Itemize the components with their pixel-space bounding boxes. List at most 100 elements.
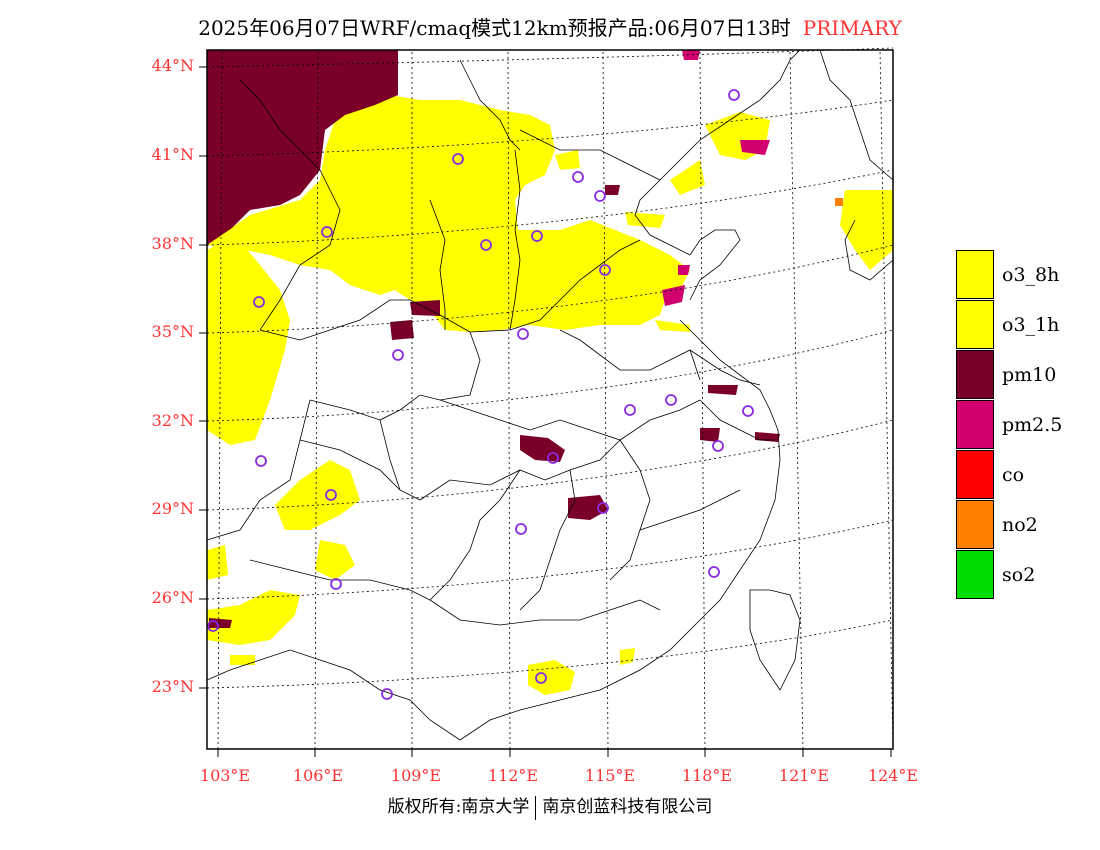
legend-label: co (1002, 464, 1025, 486)
o3-region-korea (840, 190, 893, 270)
lat-label-35: 35°N (151, 322, 194, 341)
legend-swatch (956, 300, 994, 349)
o3-region-sw5 (230, 655, 255, 665)
pm10-region-nw (207, 50, 398, 245)
legend-item-pm25: pm2.5 (956, 400, 1086, 450)
copyright-footer: 版权所有:南京大学 南京创蓝科技有限公司 (0, 792, 1100, 820)
legend-item-no2: no2 (956, 500, 1086, 550)
lon-label-121: 121°E (778, 766, 830, 785)
station-marker (708, 566, 720, 578)
copyright-left: 版权所有:南京大学 (387, 797, 530, 817)
legend-swatch (956, 250, 994, 299)
o3-region-ne2 (670, 160, 705, 195)
o3-region-sw3 (207, 590, 300, 645)
pollution-fields (207, 95, 893, 695)
station-marker (624, 404, 636, 416)
legend-label: o3_8h (1002, 264, 1060, 286)
pm10-region-hubei (520, 435, 565, 462)
station-marker (742, 405, 754, 417)
station-marker (207, 620, 219, 632)
no2-spot (835, 198, 843, 206)
station-marker (535, 672, 547, 684)
o3-region-south2 (620, 648, 635, 665)
o3-region-sw1 (275, 460, 360, 530)
station-marker (515, 523, 527, 535)
legend-swatch (956, 550, 994, 599)
lat-label-38: 38°N (151, 234, 194, 253)
station-marker (517, 328, 529, 340)
monitoring-stations (207, 89, 754, 700)
o3-region-sw2 (315, 540, 355, 580)
o3-region-sw4 (207, 545, 228, 580)
o3-region-beijing (555, 150, 580, 170)
legend-label: no2 (1002, 514, 1038, 536)
station-marker (325, 489, 337, 501)
pm10-fields (207, 50, 780, 628)
legend-label: o3_1h (1002, 314, 1060, 336)
map-frame (206, 49, 894, 750)
legend-swatch (956, 400, 994, 449)
lon-label-109: 109°E (390, 766, 442, 785)
pm10-region-anhui (708, 385, 738, 395)
legend-item-o3-8h: o3_8h (956, 250, 1086, 300)
o3-region-north (207, 95, 690, 332)
station-marker (728, 89, 740, 101)
pm10-region-jiangsu (700, 428, 720, 442)
title-tag: PRIMARY (802, 16, 902, 40)
pm25-fields (662, 50, 770, 306)
station-marker (321, 226, 333, 238)
copyright-right: 南京创蓝科技有限公司 (542, 797, 713, 817)
legend-item-o3-1h: o3_1h (956, 300, 1086, 350)
o3-region-shandong-tip (655, 320, 690, 332)
legend-label: so2 (1002, 564, 1036, 586)
province-boundaries (206, 49, 894, 741)
lon-label-106: 106°E (292, 766, 344, 785)
o3-region-west (207, 235, 290, 445)
station-marker (253, 296, 265, 308)
station-marker (665, 394, 677, 406)
pm10-region-henan (390, 320, 414, 340)
station-marker (547, 452, 559, 464)
station-marker (255, 455, 267, 467)
map-title: 2025年06月07日WRF/cmaq模式12km预报产品:06月07日13时 P… (0, 12, 1100, 41)
lat-label-29: 29°N (151, 499, 194, 518)
legend-item-pm10: pm10 (956, 350, 1086, 400)
lat-label-32: 32°N (151, 411, 194, 430)
pm10-region-hunan (568, 495, 608, 520)
pm25-region-top (682, 50, 700, 60)
o3-region-bohai (625, 212, 665, 228)
legend-label: pm2.5 (1002, 414, 1063, 436)
lat-label-44: 44°N (151, 56, 194, 75)
lat-label-23: 23°N (151, 677, 194, 696)
legend-swatch (956, 350, 994, 399)
axis-ticks (199, 66, 892, 757)
station-marker (381, 688, 393, 700)
title-text: 2025年06月07日WRF/cmaq模式12km预报产品:06月07日13时 (198, 16, 791, 40)
pm10-region-shanghai (755, 432, 780, 442)
legend-item-co: co (956, 450, 1086, 500)
station-marker (599, 264, 611, 276)
pm10-region-hebei (605, 185, 620, 195)
pm25-region-tianjin (678, 265, 690, 275)
station-marker (330, 578, 342, 590)
station-marker (452, 153, 464, 165)
map-area (207, 50, 893, 749)
station-marker (594, 190, 606, 202)
pm25-region-dalian (740, 140, 770, 155)
lon-label-115: 115°E (584, 766, 636, 785)
station-marker (392, 349, 404, 361)
lon-label-103: 103°E (199, 766, 251, 785)
lon-label-112: 112°E (487, 766, 539, 785)
station-marker (712, 440, 724, 452)
station-marker (572, 171, 584, 183)
legend-swatch (956, 450, 994, 499)
lon-label-118: 118°E (681, 766, 733, 785)
lat-label-41: 41°N (151, 145, 194, 164)
lat-label-26: 26°N (151, 588, 194, 607)
legend-label: pm10 (1002, 364, 1057, 386)
station-marker (597, 502, 609, 514)
graticule (206, 47, 894, 750)
o3-region-south (528, 660, 575, 695)
legend-swatch (956, 500, 994, 549)
